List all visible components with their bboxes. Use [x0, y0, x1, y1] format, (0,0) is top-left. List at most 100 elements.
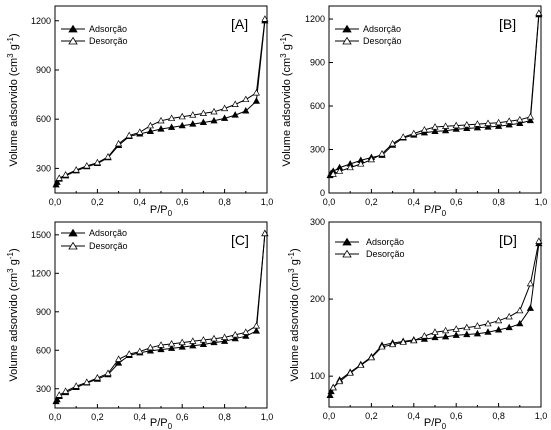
desorcao-point	[526, 279, 534, 287]
panel-c-marks	[52, 229, 269, 405]
desorcao-point	[62, 171, 70, 178]
adsorcao-point	[178, 343, 186, 350]
desorcao-point	[231, 330, 239, 338]
adsorcao-point	[178, 121, 186, 129]
y-tick-label: 300	[310, 145, 325, 155]
adsorcao-point	[199, 118, 207, 126]
y-tick-label: 1200	[31, 16, 51, 26]
desorcao-point	[410, 336, 418, 344]
desorcao-point	[242, 328, 250, 335]
desorcao-point	[93, 373, 101, 381]
x-tick-label: 0,8	[218, 197, 231, 207]
desorcao-series-line	[332, 241, 540, 389]
desorcao-point	[231, 100, 239, 107]
y-tick-label: 200	[310, 294, 325, 304]
adsorcao-point	[168, 344, 176, 351]
desorcao-point	[526, 112, 534, 120]
desorcao-point	[473, 322, 481, 329]
legend-desorcao-label: Desorção	[89, 36, 128, 46]
panel-b-x-axis-label: P/P0	[424, 204, 447, 218]
desorcao-point	[83, 378, 91, 385]
panel-d-x-axis-label: P/P0	[424, 417, 447, 430]
legend-desorcao-marker	[68, 36, 78, 45]
desorcao-point	[420, 126, 428, 133]
adsorcao-point	[189, 341, 197, 349]
desorcao-point	[484, 119, 492, 126]
desorcao-point	[378, 342, 386, 350]
desorcao-point	[199, 336, 207, 343]
desorcao-point	[357, 361, 365, 368]
desorcao-point	[93, 158, 101, 166]
desorcao-point	[505, 312, 513, 320]
desorcao-point	[329, 383, 337, 391]
panel-c-label: [C]	[231, 232, 249, 248]
y-tick-label: 900	[36, 307, 51, 317]
panel-d-label: [D]	[499, 232, 517, 248]
panel-d-y-axis-label: Volume adsorvido (cm3 g-1)	[287, 248, 301, 381]
panel-b-y-axis-label: Volume adsorvido (cm3 g-1)	[279, 33, 293, 166]
x-tick-label: 1,0	[261, 412, 274, 422]
legend-adsorcao-marker	[68, 228, 78, 237]
desorcao-point	[410, 129, 418, 137]
x-tick-label: 0,0	[49, 197, 62, 207]
y-tick-label: 600	[36, 114, 51, 124]
adsorcao-point	[484, 123, 492, 130]
panel-c-x-axis-label: P/P0	[150, 417, 173, 430]
desorcao-point	[357, 160, 365, 167]
x-tick-label: 0,0	[323, 411, 336, 421]
adsorcao-point	[252, 97, 260, 104]
desorcao-point	[535, 9, 543, 16]
y-tick-label: 900	[310, 58, 325, 68]
panel-b-marks	[326, 9, 543, 179]
desorcao-point	[72, 382, 80, 389]
desorcao-point	[62, 387, 70, 394]
y-tick-label: 300	[36, 384, 51, 394]
desorcao-point	[336, 167, 344, 174]
adsorcao-point	[231, 111, 239, 118]
x-tick-label: 0,2	[91, 197, 104, 207]
x-tick-label: 1,0	[261, 197, 274, 207]
adsorcao-point	[452, 331, 460, 338]
desorcao-point	[346, 369, 354, 376]
desorcao-point	[516, 115, 524, 123]
adsorcao-point	[495, 325, 503, 333]
desorcao-point	[442, 326, 450, 334]
desorcao-point	[442, 122, 450, 129]
adsorcao-point	[452, 125, 460, 132]
y-tick-label: 1200	[31, 268, 51, 278]
desorcao-point	[399, 133, 407, 140]
desorcao-point	[178, 112, 186, 120]
x-tick-label: 0,2	[91, 412, 104, 422]
desorcao-point	[367, 353, 375, 361]
desorcao-point	[72, 166, 80, 173]
adsorcao-point	[495, 122, 503, 129]
adsorcao-point	[526, 304, 534, 311]
desorcao-point	[378, 149, 386, 157]
x-tick-label: 0,6	[450, 411, 463, 421]
panel-b-legend: Adsorção Desorção	[335, 24, 402, 46]
adsorcao-point	[505, 120, 513, 128]
desorcao-point	[261, 229, 269, 237]
adsorcao-point	[231, 334, 239, 342]
panel-d-y-ticks: 100 200 300	[310, 217, 333, 381]
desorcao-point	[210, 334, 218, 342]
legend-desorcao-label: Desorção	[363, 36, 402, 46]
panel-c-y-axis-label: Volume adsorvido (cm3 g-1)	[6, 248, 20, 381]
adsorcao-point	[221, 114, 229, 121]
adsorcao-point	[431, 127, 439, 134]
desorcao-point	[125, 131, 133, 139]
desorcao-point	[431, 123, 439, 130]
desorcao-point	[104, 369, 112, 376]
panel-c: [C] 0,0 0,2 0,4 0,6 0,8 1,0 300 600 900 1200 1500…	[6, 221, 274, 430]
legend-adsorcao-label: Adsorção	[366, 237, 404, 247]
desorcao-point	[115, 355, 123, 362]
x-tick-label: 0,0	[49, 412, 62, 422]
adsorcao-point	[189, 120, 197, 127]
adsorcao-point	[463, 124, 471, 132]
desorcao-point	[420, 332, 428, 339]
x-tick-label: 0,8	[492, 411, 505, 421]
adsorcao-point	[526, 116, 534, 124]
panel-d: [D] 0,0 0,2 0,4 0,6 0,8 1,0 100 200 300 Adsorçã…	[287, 217, 547, 430]
panel-a-x-ticks: 0,0 0,2 0,4 0,6 0,8 1,0	[49, 189, 274, 207]
adsorcao-point	[252, 327, 260, 334]
